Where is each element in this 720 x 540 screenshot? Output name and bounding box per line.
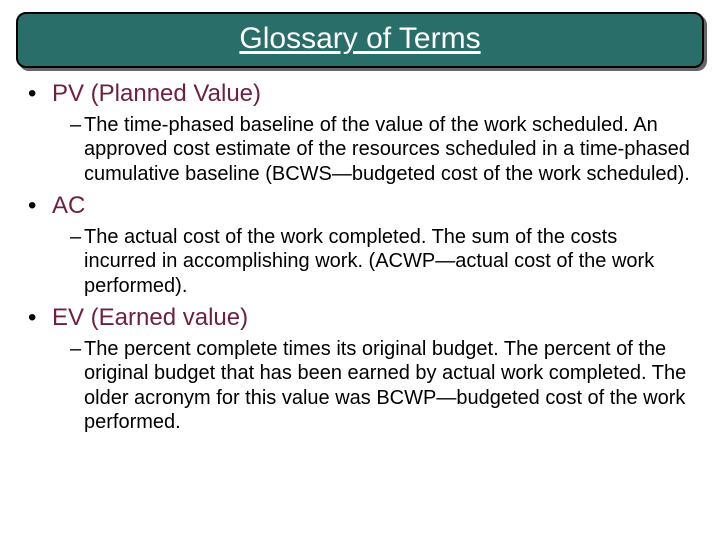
dash-icon: – xyxy=(70,337,84,362)
definition-row: – The actual cost of the work completed.… xyxy=(28,225,692,298)
term-row: • EV (Earned value) xyxy=(28,304,692,333)
definition-row: – The percent complete times its origina… xyxy=(28,337,692,435)
definition-text: The actual cost of the work completed. T… xyxy=(84,225,692,298)
term-row: • AC xyxy=(28,192,692,221)
bullet-icon: • xyxy=(28,194,52,218)
content-area: • PV (Planned Value) – The time-phased b… xyxy=(0,68,720,434)
bullet-icon: • xyxy=(28,82,52,106)
title-container: Glossary of Terms xyxy=(0,0,720,68)
term-label: AC xyxy=(52,192,85,221)
slide-title: Glossary of Terms xyxy=(239,22,480,55)
definition-text: The percent complete times its original … xyxy=(84,337,692,435)
dash-icon: – xyxy=(70,113,84,138)
definition-text: The time-phased baseline of the value of… xyxy=(84,113,692,186)
dash-icon: – xyxy=(70,225,84,250)
term-label: EV (Earned value) xyxy=(52,304,248,333)
term-row: • PV (Planned Value) xyxy=(28,80,692,109)
definition-row: – The time-phased baseline of the value … xyxy=(28,113,692,186)
bullet-icon: • xyxy=(28,306,52,330)
term-label: PV (Planned Value) xyxy=(52,80,261,109)
title-bar: Glossary of Terms xyxy=(16,12,704,68)
